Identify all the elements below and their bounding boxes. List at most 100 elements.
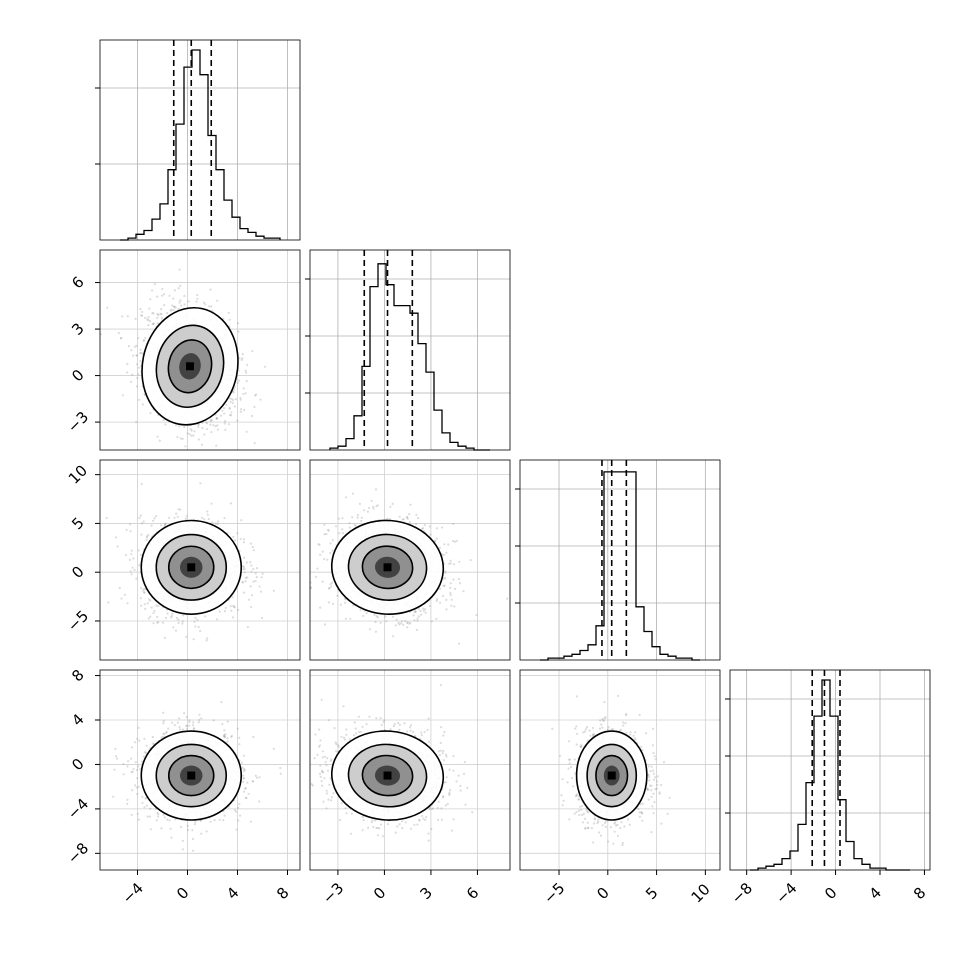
sample-point [142, 339, 145, 343]
sample-point [185, 725, 188, 728]
sample-point [424, 611, 427, 614]
sample-point [457, 642, 461, 645]
sample-point [243, 556, 246, 559]
sample-point [401, 518, 404, 521]
sample-point [223, 412, 226, 415]
sample-point [177, 621, 180, 625]
sample-point [216, 424, 219, 427]
sample-point [173, 305, 176, 308]
sample-point [175, 512, 178, 515]
sample-point [352, 604, 355, 607]
sample-point [458, 582, 462, 585]
sample-point [228, 318, 231, 321]
sample-point [206, 510, 209, 513]
sample-point [127, 760, 130, 763]
sample-point [214, 425, 217, 428]
sample-point [249, 561, 252, 564]
sample-point [376, 616, 379, 619]
sample-point [126, 371, 129, 374]
sample-point [146, 602, 149, 605]
sample-point [229, 605, 232, 608]
sample-point [372, 507, 375, 510]
sample-point [176, 435, 179, 439]
sample-point [187, 828, 190, 832]
sample-point [152, 519, 155, 523]
sample-point [244, 576, 247, 580]
sample-point [385, 620, 388, 623]
sample-point [413, 619, 416, 622]
sample-point [200, 443, 204, 446]
sample-point [230, 397, 233, 400]
sample-point [339, 603, 342, 606]
sample-point [152, 312, 155, 315]
sample-point [351, 516, 354, 519]
sample-point [163, 523, 167, 526]
sample-point [183, 425, 186, 429]
sample-point [232, 535, 235, 539]
sample-point [161, 287, 164, 291]
sample-point [341, 528, 344, 531]
sample-point [179, 437, 182, 440]
scatter-panel-3-1 [99, 459, 301, 661]
sample-point [223, 735, 226, 739]
sample-point [388, 518, 391, 521]
sample-point [260, 576, 263, 579]
sample-point [231, 398, 234, 402]
sample-point [231, 401, 234, 405]
sample-point [243, 768, 246, 771]
sample-point [190, 429, 193, 432]
sample-point [374, 620, 377, 624]
sample-point [363, 509, 366, 512]
sample-point [344, 617, 348, 620]
sample-point [414, 609, 417, 613]
sample-point [125, 528, 128, 532]
sample-point [263, 365, 267, 368]
sample-point [454, 587, 457, 591]
sample-point [147, 617, 150, 620]
sample-point [348, 526, 351, 529]
sample-point [279, 766, 282, 770]
sample-point [172, 305, 175, 308]
sample-point [242, 565, 245, 569]
sample-point [120, 597, 123, 600]
sample-point [157, 815, 160, 818]
sample-point [455, 539, 458, 542]
sample-point [115, 757, 119, 760]
sample-point [217, 520, 220, 523]
sample-point [354, 524, 358, 528]
sample-point [420, 613, 423, 616]
sample-point [160, 308, 163, 311]
sample-point [235, 828, 238, 831]
sample-point [444, 571, 447, 574]
sample-point [442, 577, 445, 580]
sample-point [161, 621, 165, 624]
sample-point [237, 608, 240, 612]
sample-point [449, 591, 452, 595]
sample-point [242, 541, 246, 544]
sample-point [250, 414, 253, 418]
histogram-bars [120, 49, 281, 241]
sample-point [408, 513, 411, 516]
sample-point [241, 766, 244, 769]
sample-point [124, 554, 127, 557]
sample-point [232, 604, 235, 607]
panel-content [310, 460, 510, 660]
sample-point [224, 606, 227, 610]
sample-point [198, 713, 201, 716]
sample-point [116, 545, 119, 548]
sample-point [198, 718, 201, 722]
sample-point [215, 444, 218, 447]
sample-point [140, 522, 144, 525]
sample-point [157, 813, 160, 816]
sample-point [450, 604, 453, 607]
sample-point [137, 337, 140, 340]
sample-point [203, 301, 206, 304]
sample-point [360, 516, 363, 519]
sample-point [211, 521, 214, 524]
sample-point [238, 357, 241, 360]
sample-point [348, 522, 351, 525]
sample-point [327, 601, 330, 604]
sample-point [143, 316, 147, 319]
sample-point [143, 591, 146, 594]
sample-point [184, 445, 187, 448]
